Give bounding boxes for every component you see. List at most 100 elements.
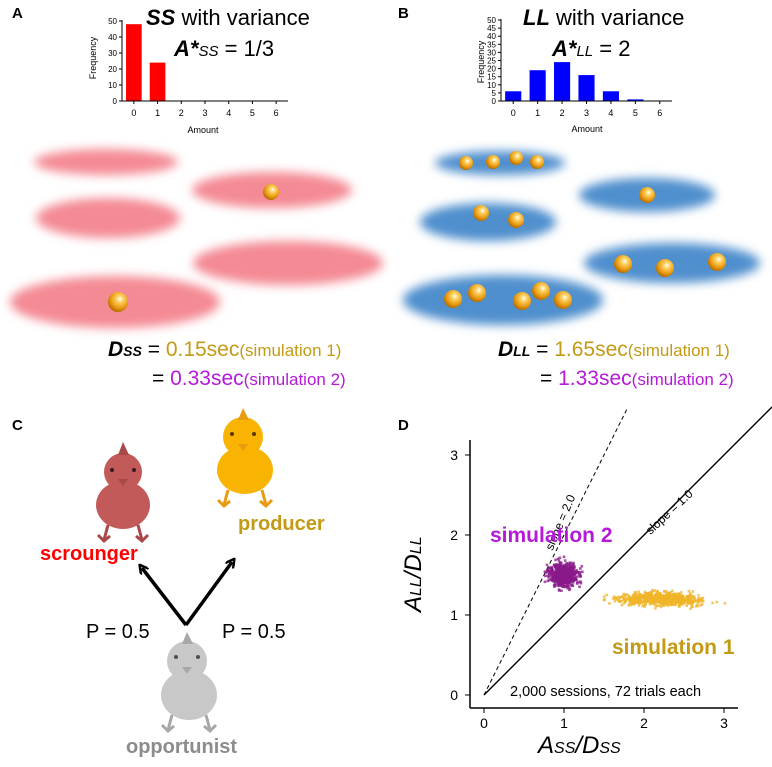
scatter-point [573,565,576,569]
scatter-point [685,604,688,607]
scatter-point [569,567,572,571]
hist-b-xlabel: Amount [571,124,603,134]
scatter-point [557,559,561,562]
scatter-point [630,596,633,600]
scatter-point [570,565,573,569]
xlabel-sep: / [575,732,583,759]
hist-b-ytick-label: 10 [487,81,496,90]
dll-sim1-value: 1.65sec [554,338,628,361]
scatter-point [547,578,551,582]
scatter-point [565,582,569,586]
hist-b-xtick-label: 5 [633,108,638,118]
scatter-point [660,604,663,607]
scatter-point [682,601,686,605]
scatter-point [563,559,567,562]
patch [420,203,556,241]
scatter-point [700,598,704,602]
scatter-xlabel: ASS/DSS [538,732,621,760]
scatter-point [680,596,683,599]
food-item [554,291,572,309]
xlabel-d: D [582,732,600,759]
scatter-point [627,598,631,602]
xlabel-a-sub: SS [554,740,576,757]
scatter-point [626,593,630,597]
scatter-point [671,595,675,599]
dss-eq-1: = [147,338,160,361]
scatter-point [651,590,655,593]
scatter-clouds [543,555,727,611]
hist-b-ylabel: Frequency [476,40,486,83]
scatter-point [625,597,629,601]
scatter-point [648,599,651,603]
scatter-point [565,564,569,568]
scatter-point [562,582,566,586]
scatter-point [660,595,664,599]
scatter-point [551,571,555,575]
scatter-point [578,570,582,574]
scatter-point [558,564,562,567]
scatter-point [557,573,561,577]
scatter-point [565,567,569,570]
scatter-ytick-label: 0 [450,687,458,703]
hist-b-bar-5 [627,99,644,101]
scatter-point [665,593,669,596]
hist-a-x-ticks: 0 1 2 3 4 5 6 [131,101,279,118]
scatter-ticks: 0 1 2 3 0 1 2 3 [450,447,728,731]
hist-b-bars [505,62,644,101]
scatter-point [666,594,670,598]
scatter-point [658,592,662,595]
hist-b-title-rest: with variance [549,5,685,30]
scatter-point [697,599,700,603]
scatter-point [558,583,561,586]
hist-a-astar: A*SS = 1/3 [174,36,274,62]
scatter-point [575,581,579,584]
hist-a-astar-val: = 1/3 [218,36,275,61]
hist-b-bar-4 [602,91,619,101]
scatter-point [699,604,703,607]
scatter-point [567,573,571,576]
scatter-point [568,576,572,579]
scatter-point [620,595,624,598]
scatter-point [644,603,647,606]
scatter-point [668,603,672,607]
scatter-point [575,569,578,572]
hist-a-title-sym: SS [146,5,176,30]
slope-1-line [483,406,772,696]
scatter-point [669,593,672,596]
scatter-point [570,572,573,576]
scatter-point [637,604,641,607]
scatter-point [663,599,667,602]
patch [403,275,603,325]
scatter-point [665,600,668,604]
scatter-point [571,576,575,579]
scatter-point [681,594,685,598]
scatter-point [637,590,641,594]
scatter-point [636,594,640,598]
scatter-point [560,589,563,593]
scatter-point [555,571,559,574]
ylabel-d: D [400,554,427,572]
scatter-point [694,605,698,608]
dss-line-1: DSS = 0.15sec(simulation 1) [108,338,341,362]
scatter-point [548,574,552,578]
hist-a-xtick-label: 5 [250,108,255,118]
scatter-point [556,580,560,583]
scatter-point [680,603,684,606]
hist-a-ytick-label: 50 [108,17,117,26]
scatter-ylabel: ALL/DLL [400,536,428,612]
scatter-point [643,590,647,594]
scatter-point [688,601,691,604]
scatter-point [569,578,572,582]
scatter-point [566,577,569,581]
scatter-point [723,602,727,605]
scatter-point [677,605,681,608]
scatter-point [559,563,563,566]
scatter-point [688,591,692,595]
scatter-point [646,600,649,603]
scatter-point [561,575,564,579]
scatter-point [662,603,665,606]
patch [435,151,565,175]
scatter-point [558,556,562,560]
